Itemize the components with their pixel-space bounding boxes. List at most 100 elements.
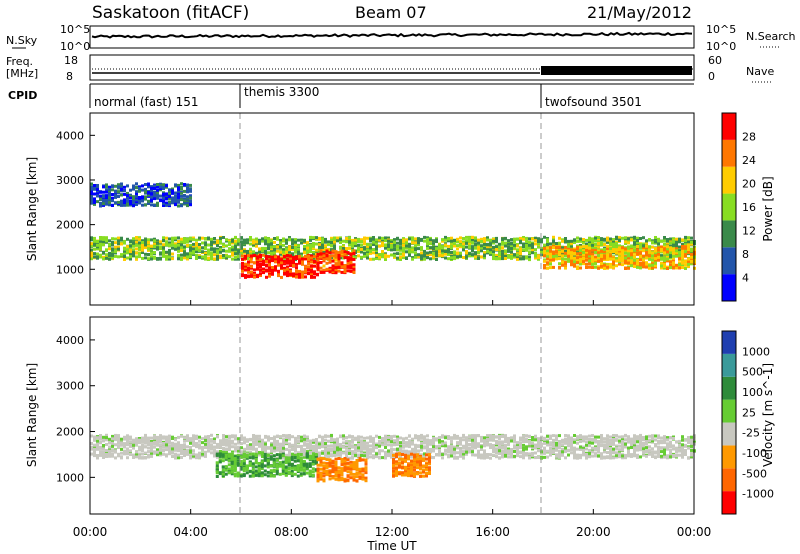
heatmap-cell [564,238,567,242]
heatmap-cell [156,437,159,441]
heatmap-cell [432,247,435,251]
heatmap-cell [600,256,603,260]
heatmap-cell [129,248,132,252]
heatmap-cell [333,245,336,248]
heatmap-cell [306,246,309,250]
heatmap-cell [354,256,357,260]
heatmap-cell [276,440,279,444]
heatmap-cell [651,263,654,267]
heatmap-cell [147,440,150,443]
heatmap-cell [304,255,307,258]
heatmap-cell [186,187,189,190]
heatmap-cell [138,445,141,449]
heatmap-cell [195,441,198,445]
heatmap-cell [210,439,213,443]
heatmap-cell [678,266,681,270]
heatmap-cell [210,443,213,447]
heatmap-cell [621,236,624,240]
heatmap-cell [627,261,630,265]
heatmap-cell [267,257,270,261]
heatmap-cell [264,442,267,446]
heatmap-cell [546,246,549,250]
heatmap-cell [132,453,135,457]
heatmap-cell [276,245,279,249]
heatmap-cell [120,451,123,455]
heatmap-cell [280,275,283,279]
heatmap-cell [93,192,96,196]
heatmap-cell [579,251,582,255]
heatmap-cell [90,238,93,242]
heatmap-cell [204,450,207,454]
heatmap-cell [213,247,216,251]
heatmap-cell [165,448,168,452]
heatmap-cell [498,246,501,250]
heatmap-cell [270,239,273,243]
heatmap-cell [93,255,96,259]
heatmap-cell [633,261,636,265]
heatmap-cell [228,249,231,253]
heatmap-cell [250,256,253,260]
heatmap-cell [309,235,312,239]
heatmap-cell [399,241,402,245]
heatmap-cell [573,238,576,242]
heatmap-cell [90,187,93,191]
heatmap-cell [261,439,264,443]
heatmap-cell [256,255,259,259]
heatmap-cell [96,194,99,198]
heatmap-cell [522,237,525,241]
heatmap-cell [159,194,162,198]
heatmap-cell [633,248,636,252]
heatmap-cell [189,236,192,240]
heatmap-cell [90,257,93,261]
heatmap-cell [180,243,183,247]
heatmap-cell [264,449,267,453]
heatmap-cell [177,246,180,250]
heatmap-cell [135,243,138,247]
heatmap-cell [417,237,420,241]
heatmap-cell [501,249,504,253]
heatmap-cell [259,274,262,277]
heatmap-cell [675,240,678,243]
heatmap-cell [258,238,261,242]
heatmap-cell [267,251,270,255]
heatmap-cell [180,182,183,186]
heatmap-cell [546,252,549,256]
heatmap-cell [189,437,192,441]
heatmap-cell [189,196,192,200]
heatmap-cell [90,251,93,255]
heatmap-cell [504,236,507,240]
heatmap-cell [165,443,168,447]
heatmap-cell [645,239,648,243]
heatmap-cell [543,263,546,267]
heatmap-cell [183,446,186,450]
heatmap-cell [93,447,96,451]
heatmap-cell [489,252,492,256]
heatmap-cell [660,239,663,243]
heatmap-cell [537,240,540,243]
heatmap-cell [246,251,249,255]
heatmap-cell [549,258,552,262]
heatmap-cell [165,203,168,207]
heatmap-cell [576,247,579,251]
heatmap-cell [262,262,265,266]
heatmap-cell [360,249,363,253]
heatmap-cell [189,255,192,258]
heatmap-cell [207,435,210,438]
heatmap-cell [549,266,552,270]
heatmap-cell [343,265,347,269]
heatmap-cell [453,244,456,248]
heatmap-cell [654,256,657,259]
heatmap-cell [465,245,468,249]
heatmap-cell [189,199,192,203]
heatmap-cell [174,194,177,198]
heatmap-cell [277,270,280,274]
heatmap-cell [168,188,171,192]
heatmap-cell [153,440,156,444]
heatmap-cell [177,190,180,194]
heatmap-cell [90,244,93,248]
heatmap-cell [282,248,285,252]
heatmap-cell [480,255,483,259]
heatmap-cell [294,250,297,254]
heatmap-cell [189,456,192,460]
